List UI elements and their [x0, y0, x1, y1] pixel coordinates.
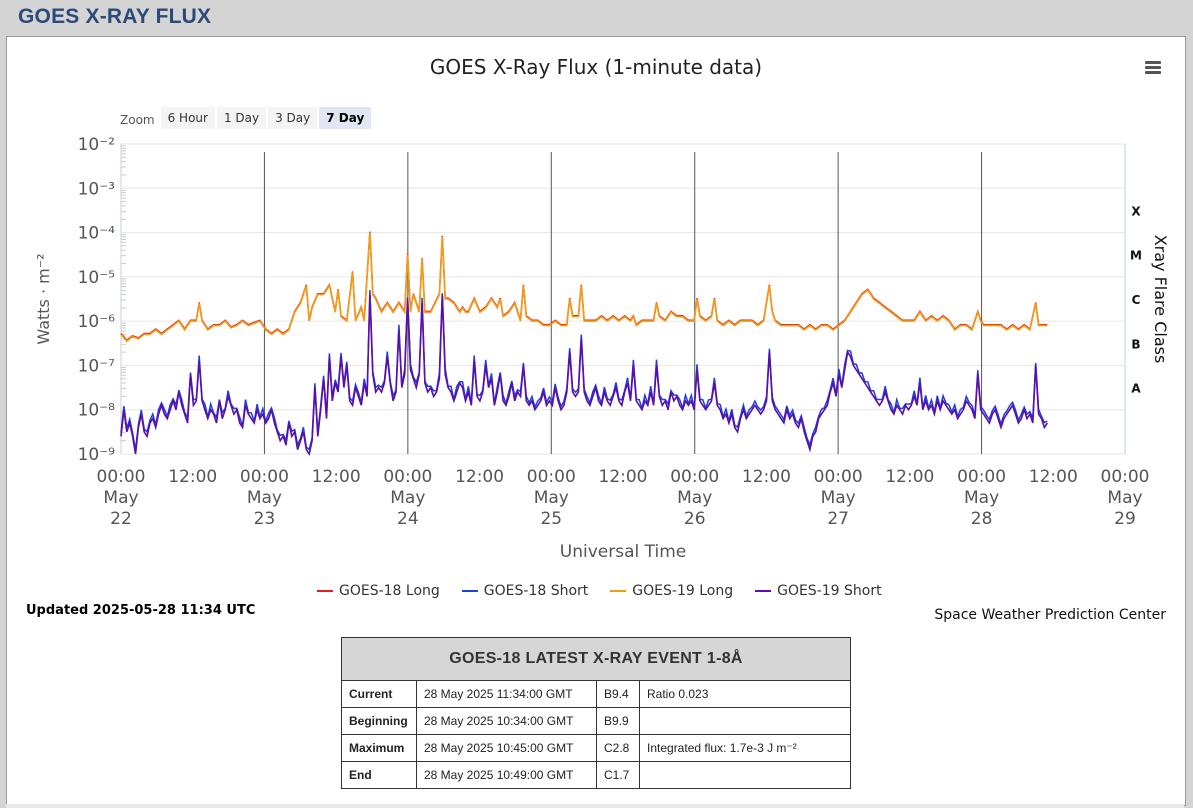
y-axis-title: Watts · m⁻² — [34, 253, 53, 344]
x-tick-day-label: 24 — [397, 509, 419, 529]
x-tick-day-label: 26 — [684, 509, 706, 529]
zoom-7-day-button[interactable]: 7 Day — [319, 107, 372, 129]
y-tick-label: 10⁻³ — [78, 179, 115, 199]
x-tick-month-label: May — [964, 488, 999, 508]
x-tick-day-label: 27 — [827, 509, 849, 529]
x-tick-time-label: 00:00 — [957, 467, 1006, 487]
chart-title: GOES X-Ray Flux (1-minute data) — [429, 55, 763, 79]
updated-timestamp: Updated 2025-05-28 11:34 UTC — [26, 603, 256, 618]
row-time: 28 May 2025 10:34:00 GMT — [416, 707, 597, 735]
page-title: GOES X-RAY FLUX — [18, 5, 212, 28]
x-tick-month-label: May — [821, 488, 856, 508]
latest-event-table: GOES-18 LATEST X-RAY EVENT 1-8Å Current … — [341, 637, 851, 789]
y-tick-label: 10⁻⁷ — [78, 356, 116, 376]
row-class: C1.7 — [596, 761, 640, 789]
table-row: Current 28 May 2025 11:34:00 GMT B9.4 Ra… — [341, 680, 851, 708]
x-axis-title: Universal Time — [560, 542, 686, 562]
hamburger-menu-icon[interactable] — [1145, 61, 1161, 75]
y2-axis-title: Xray Flare Class — [1151, 235, 1170, 364]
x-tick-day-label: 25 — [540, 509, 562, 529]
chart-panel: GOES X-Ray Flux (1-minute data) Zoom 6 H… — [6, 36, 1186, 806]
legend-label: GOES-18 Long — [339, 583, 440, 599]
row-time: 28 May 2025 10:49:00 GMT — [416, 761, 597, 789]
flare-class-label: B — [1131, 337, 1140, 351]
row-time: 28 May 2025 10:45:00 GMT — [416, 734, 597, 762]
x-tick-time-label: 00:00 — [97, 467, 146, 487]
x-tick-time-label: 12:00 — [168, 467, 217, 487]
x-tick-month-label: May — [534, 488, 569, 508]
zoom-6-hour-button[interactable]: 6 Hour — [160, 107, 215, 129]
x-tick-day-label: 29 — [1114, 509, 1136, 529]
legend-goes19-long[interactable]: GOES-19 Long — [610, 583, 733, 599]
y-tick-label: 10⁻⁶ — [78, 312, 116, 332]
table-row: End 28 May 2025 10:49:00 GMT C1.7 — [341, 761, 851, 789]
y-tick-label: 10⁻² — [78, 135, 115, 155]
x-tick-time-label: 12:00 — [455, 467, 504, 487]
x-tick-time-label: 12:00 — [599, 467, 648, 487]
row-note: Ratio 0.023 — [639, 680, 851, 708]
zoom-3-day-button[interactable]: 3 Day — [268, 107, 318, 129]
legend-label: GOES-18 Short — [483, 583, 589, 599]
x-tick-day-label: 28 — [971, 509, 993, 529]
x-tick-time-label: 12:00 — [312, 467, 361, 487]
x-tick-time-label: 12:00 — [885, 467, 934, 487]
x-tick-time-label: 00:00 — [670, 467, 719, 487]
x-tick-month-label: May — [247, 488, 282, 508]
row-time: 28 May 2025 11:34:00 GMT — [416, 680, 597, 708]
flare-class-label: A — [1131, 382, 1141, 396]
x-tick-month-label: May — [677, 488, 712, 508]
page-header: GOES X-RAY FLUX — [0, 0, 1193, 36]
x-tick-month-label: May — [1107, 488, 1142, 508]
row-note — [639, 761, 851, 789]
zoom-selector: Zoom 6 Hour 1 Day 3 Day 7 Day — [120, 106, 373, 130]
legend-swatch — [610, 590, 627, 592]
legend-goes18-short[interactable]: GOES-18 Short — [461, 583, 589, 599]
row-label: Maximum — [341, 734, 417, 762]
x-tick-month-label: May — [390, 488, 425, 508]
series-goes19-short — [120, 294, 1048, 457]
y-tick-label: 10⁻⁴ — [78, 224, 116, 244]
x-tick-time-label: 00:00 — [1101, 467, 1150, 487]
row-class: B9.4 — [596, 680, 640, 708]
y-tick-label: 10⁻⁹ — [78, 445, 116, 465]
flare-class-label: C — [1132, 293, 1141, 307]
legend-swatch — [755, 590, 772, 592]
event-table-title: GOES-18 LATEST X-RAY EVENT 1-8Å — [341, 637, 851, 681]
row-label: End — [341, 761, 417, 789]
y-tick-label: 10⁻⁸ — [78, 401, 116, 421]
table-row: Maximum 28 May 2025 10:45:00 GMT C2.8 In… — [341, 734, 851, 762]
flare-class-label: M — [1130, 249, 1142, 263]
legend-goes18-long[interactable]: GOES-18 Long — [317, 583, 440, 599]
y-tick-label: 10⁻⁵ — [78, 268, 115, 288]
legend-swatch — [317, 590, 333, 592]
zoom-1-day-button[interactable]: 1 Day — [216, 107, 267, 129]
x-tick-time-label: 12:00 — [742, 467, 791, 487]
x-tick-time-label: 00:00 — [240, 467, 289, 487]
legend-goes19-short[interactable]: GOES-19 Short — [755, 583, 882, 599]
row-note — [639, 707, 851, 735]
row-class: C2.8 — [596, 734, 640, 762]
zoom-label: Zoom — [120, 112, 155, 127]
row-label: Beginning — [341, 707, 417, 735]
x-tick-time-label: 00:00 — [383, 467, 432, 487]
row-note: Integrated flux: 1.7e-3 J m⁻² — [639, 734, 851, 762]
x-tick-month-label: May — [103, 488, 138, 508]
series-goes19-long — [120, 232, 1048, 343]
flare-class-label: X — [1131, 204, 1141, 218]
x-tick-time-label: 12:00 — [1029, 467, 1078, 487]
table-row: Beginning 28 May 2025 10:34:00 GMT B9.9 — [341, 707, 851, 735]
x-tick-time-label: 00:00 — [527, 467, 576, 487]
row-label: Current — [341, 680, 417, 708]
x-tick-time-label: 00:00 — [814, 467, 863, 487]
xray-flux-chart: 10⁻⁹10⁻⁸10⁻⁷10⁻⁶10⁻⁵10⁻⁴10⁻³10⁻²00:00May… — [34, 135, 1170, 562]
x-tick-day-label: 22 — [110, 509, 132, 529]
row-class: B9.9 — [596, 707, 640, 735]
legend-label: GOES-19 Long — [632, 583, 734, 599]
chart-legend: GOES-18 Long GOES-18 Short GOES-19 Long … — [317, 583, 904, 599]
legend-label: GOES-19 Short — [777, 583, 882, 599]
x-tick-day-label: 23 — [254, 509, 276, 529]
horizontal-scrollbar[interactable] — [6, 804, 1184, 808]
legend-swatch — [461, 590, 478, 592]
chart-credit: Space Weather Prediction Center — [934, 607, 1166, 623]
